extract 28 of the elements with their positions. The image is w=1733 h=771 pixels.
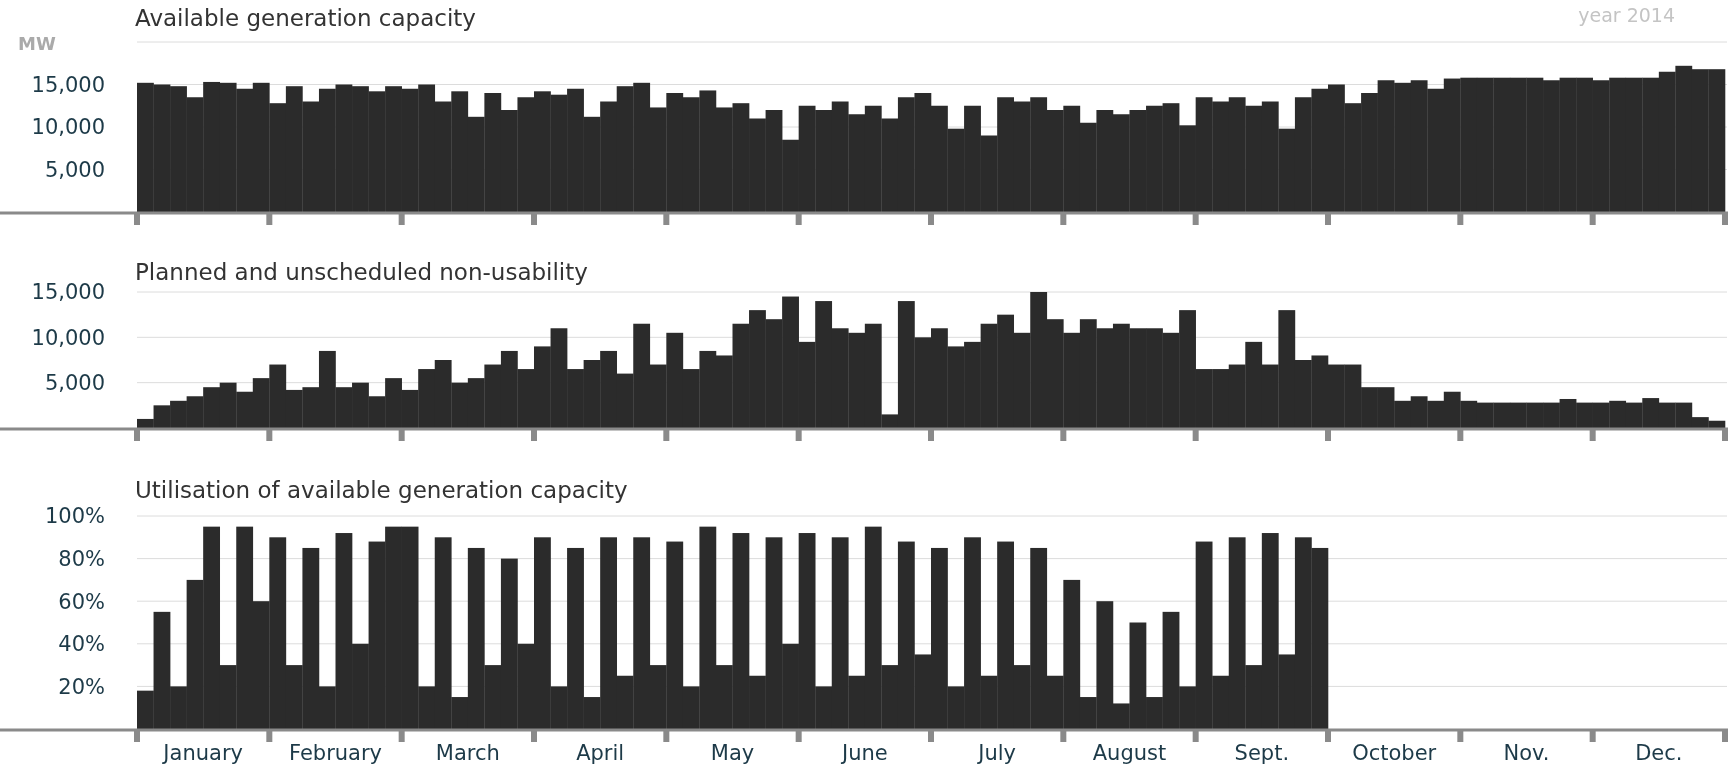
y-tick-label: 20%	[58, 674, 105, 699]
y-tick-label: 10,000	[31, 115, 105, 140]
chart-title: Available generation capacity	[135, 5, 476, 31]
y-tick-label: 60%	[58, 589, 105, 614]
y-tick-label: 15,000	[31, 72, 105, 97]
x-tick-label: June	[839, 741, 888, 765]
y-tick-label: 15,000	[31, 280, 105, 305]
y-axis-title: MW	[18, 33, 56, 54]
x-tick-label: January	[161, 741, 243, 765]
x-tick-label: Nov.	[1503, 741, 1550, 765]
x-tick-label: July	[976, 741, 1017, 765]
x-tick-label: February	[288, 741, 383, 765]
y-tick-label: 100%	[44, 504, 105, 529]
y-tick-label: 5,000	[44, 157, 105, 182]
x-tick-label: March	[435, 741, 500, 765]
y-tick-label: 5,000	[44, 371, 105, 396]
y-tick-label: 80%	[58, 546, 105, 571]
x-tick-label: August	[1092, 741, 1167, 765]
text: year 2014	[1578, 4, 1675, 26]
chart-title: Utilisation of available generation capacity	[135, 477, 628, 503]
x-tick-label: Dec.	[1635, 741, 1683, 765]
y-tick-label: 10,000	[31, 325, 105, 350]
x-tick-label: October	[1352, 741, 1437, 765]
x-tick-label: April	[576, 741, 625, 765]
x-tick-label: Sept.	[1234, 741, 1290, 765]
chart-title: Planned and unscheduled non-usability	[135, 259, 588, 285]
y-tick-label: 40%	[58, 632, 105, 657]
x-tick-label: May	[710, 741, 755, 765]
